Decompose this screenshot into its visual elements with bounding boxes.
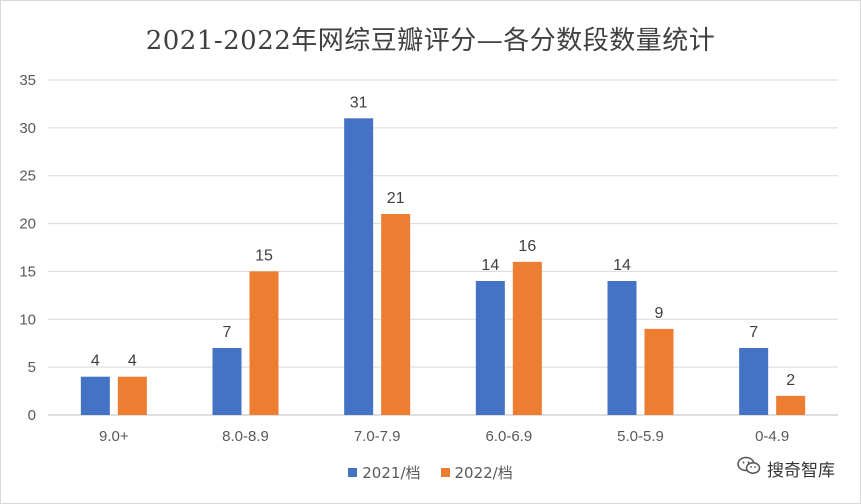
legend-swatch-2022 — [440, 468, 450, 477]
x-tick-label: 6.0-6.9 — [485, 428, 532, 445]
legend-item-2021: 2021/档 — [348, 462, 421, 483]
bar-2022-4 — [644, 328, 674, 415]
bar-2021-3 — [475, 281, 505, 415]
data-label: 9 — [655, 305, 664, 322]
data-label: 14 — [481, 257, 499, 274]
data-label: 15 — [255, 247, 273, 264]
data-label: 7 — [223, 324, 232, 341]
bar-2021-0 — [80, 376, 110, 415]
bar-2022-3 — [512, 261, 542, 415]
bar-2022-0 — [117, 376, 147, 415]
x-axis-ticks: 9.0+ 8.0-8.9 7.0-7.9 6.0-6.9 5.0-5.9 0-4.9 — [99, 428, 789, 445]
bar-2021-4 — [607, 281, 637, 415]
watermark-text: 搜奇智库 — [767, 461, 835, 481]
bar-2022-5 — [776, 395, 806, 415]
legend-label-2021: 2021/档 — [362, 464, 421, 482]
y-tick-label: 5 — [28, 359, 36, 376]
data-label: 21 — [387, 190, 405, 207]
data-label: 2 — [786, 372, 795, 389]
bar-2021-1 — [212, 348, 242, 415]
data-label: 7 — [749, 324, 758, 341]
x-tick-label: 8.0-8.9 — [222, 428, 269, 445]
y-axis-ticks: 0 5 10 15 20 25 30 35 — [19, 72, 36, 424]
data-label: 4 — [91, 353, 100, 370]
data-label: 4 — [128, 353, 137, 370]
chart-title: 2021-2022年网综豆瓣评分—各分数段数量统计 — [145, 26, 716, 56]
legend-swatch-2021 — [348, 468, 358, 477]
bars — [80, 118, 806, 416]
data-labels: 4 4 7 15 31 21 14 16 14 9 7 2 — [91, 94, 795, 389]
data-label: 16 — [518, 238, 536, 255]
y-tick-label: 25 — [19, 168, 36, 185]
bar-2021-2 — [344, 118, 374, 416]
legend: 2021/档 2022/档 — [0, 462, 861, 483]
legend-item-2022: 2022/档 — [440, 462, 513, 483]
y-tick-label: 30 — [19, 120, 36, 137]
y-tick-label: 35 — [19, 72, 36, 89]
gridlines — [48, 79, 838, 416]
y-tick-label: 0 — [28, 407, 36, 424]
x-tick-label: 5.0-5.9 — [617, 428, 664, 445]
legend-label-2022: 2022/档 — [454, 464, 513, 482]
x-tick-label: 0-4.9 — [755, 428, 789, 445]
x-tick-label: 7.0-7.9 — [354, 428, 401, 445]
y-tick-label: 15 — [19, 263, 36, 280]
x-tick-label: 9.0+ — [99, 428, 129, 445]
y-tick-label: 10 — [19, 311, 36, 328]
bar-2021-5 — [739, 348, 769, 415]
wechat-icon — [737, 456, 761, 481]
bar-2022-1 — [249, 271, 279, 415]
watermark: 搜奇智库 — [737, 456, 835, 481]
bar-2022-2 — [381, 214, 411, 415]
data-label: 14 — [613, 257, 631, 274]
data-label: 31 — [350, 94, 368, 111]
y-tick-label: 20 — [19, 216, 36, 233]
